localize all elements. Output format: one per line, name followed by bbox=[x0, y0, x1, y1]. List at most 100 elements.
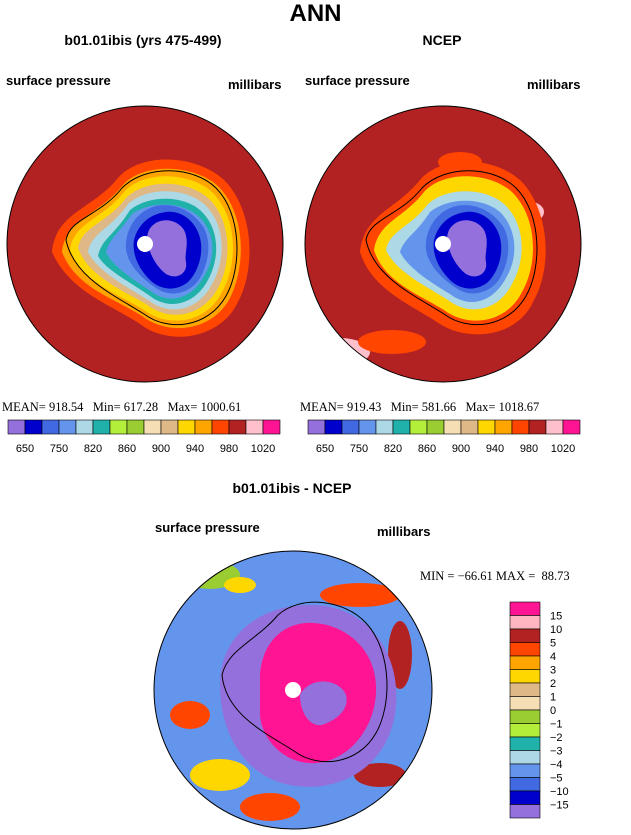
mean-label: MEAN= bbox=[300, 400, 344, 414]
colorbar-swatch bbox=[511, 419, 530, 435]
colorbar-tick-label: 2 bbox=[550, 678, 556, 690]
pole-marker bbox=[137, 236, 153, 252]
colorbar-swatch bbox=[262, 419, 281, 435]
diff-patch bbox=[354, 763, 406, 787]
colorbar-tick-label: 820 bbox=[384, 443, 402, 455]
colorbar-swatch bbox=[509, 804, 541, 819]
colorbar-tick-label: 1020 bbox=[251, 443, 275, 455]
colorbar-tick-label: 900 bbox=[152, 443, 170, 455]
colorbar-swatch bbox=[509, 696, 541, 711]
pressure-patch-980 bbox=[358, 330, 426, 354]
colorbar-tick-label: −4 bbox=[550, 759, 563, 771]
colorbar-swatch bbox=[375, 419, 394, 435]
colorbar-swatch bbox=[177, 419, 196, 435]
colorbar-swatch bbox=[509, 669, 541, 684]
colorbar-tick-label: 10 bbox=[550, 624, 562, 636]
diff-patch bbox=[240, 793, 300, 821]
colorbar-tick-label: 900 bbox=[452, 443, 470, 455]
colorbar-tick-label: 860 bbox=[418, 443, 436, 455]
panel-1-polar-map bbox=[6, 105, 284, 383]
max-value: 1018.67 bbox=[498, 400, 540, 414]
diff-patch bbox=[388, 621, 412, 689]
colorbar-swatch bbox=[509, 790, 541, 805]
colorbar-tick-label: 940 bbox=[486, 443, 504, 455]
panel-1-title: b01.01ibis (yrs 475-499) bbox=[64, 32, 222, 48]
colorbar-swatch bbox=[392, 419, 411, 435]
panel-1-field-label: surface pressure bbox=[6, 73, 111, 88]
diff-polar-map bbox=[153, 550, 433, 830]
colorbar-tick-label: −1 bbox=[550, 719, 563, 731]
colorbar-swatch bbox=[509, 723, 541, 738]
diff-patch bbox=[170, 701, 210, 729]
colorbar-swatch bbox=[509, 655, 541, 670]
colorbar-tick-label: −2 bbox=[550, 732, 563, 744]
colorbar-tick-label: 980 bbox=[520, 443, 538, 455]
colorbar-swatch bbox=[545, 419, 564, 435]
mean-value: 918.54 bbox=[48, 400, 84, 414]
page-title: ANN bbox=[289, 0, 342, 27]
colorbar-swatch bbox=[562, 419, 581, 435]
diff-patch bbox=[224, 577, 256, 593]
diff-field-label: surface pressure bbox=[155, 520, 260, 535]
colorbar-swatch bbox=[92, 419, 111, 435]
map-boundary bbox=[6, 105, 284, 383]
max-label: MAX = bbox=[495, 569, 536, 583]
colorbar-swatch bbox=[160, 419, 179, 435]
diff-stats: MIN = −66.61 MAX = 88.73 bbox=[420, 569, 570, 584]
colorbar-tick-label: 0 bbox=[550, 705, 556, 717]
min-value: −66.61 bbox=[457, 569, 493, 583]
colorbar-swatch bbox=[509, 682, 541, 697]
colorbar-tick-label: −15 bbox=[550, 800, 569, 812]
diff-units-label: millibars bbox=[377, 524, 431, 539]
panel-2-stats: MEAN= 919.43 Min= 581.66 Max= 1018.67 bbox=[300, 400, 539, 415]
colorbar-swatch bbox=[126, 419, 145, 435]
colorbar-tick-label: −10 bbox=[550, 786, 569, 798]
coastline bbox=[365, 170, 538, 326]
colorbar-tick-label: 4 bbox=[550, 651, 556, 663]
colorbar-tick-label: 15 bbox=[550, 611, 562, 623]
colorbar-swatch bbox=[75, 419, 94, 435]
pole-marker bbox=[435, 236, 451, 252]
colorbar-swatch bbox=[7, 419, 26, 435]
panel-2-units-label: millibars bbox=[527, 77, 581, 92]
diff-patch bbox=[190, 759, 250, 791]
colorbar-tick-label: 860 bbox=[118, 443, 136, 455]
colorbar-tick-label: 3 bbox=[550, 665, 556, 677]
colorbar-tick-label: 820 bbox=[84, 443, 102, 455]
colorbar-swatch bbox=[443, 419, 462, 435]
diff-band-minus15 bbox=[300, 681, 347, 726]
colorbar-swatch bbox=[228, 419, 247, 435]
colorbar-swatch bbox=[477, 419, 496, 435]
colorbar-swatch bbox=[41, 419, 60, 435]
colorbar-tick-label: 1020 bbox=[551, 443, 575, 455]
min-value: 581.66 bbox=[421, 400, 457, 414]
colorbar-tick-label: 980 bbox=[220, 443, 238, 455]
colorbar-swatch bbox=[509, 601, 541, 616]
colorbar-swatch bbox=[358, 419, 377, 435]
panel-2-title: NCEP bbox=[422, 32, 462, 48]
colorbar-tick-label: −3 bbox=[550, 746, 563, 758]
colorbar-swatch bbox=[143, 419, 162, 435]
colorbar-swatch bbox=[509, 750, 541, 765]
colorbar-tick-label: 750 bbox=[350, 443, 368, 455]
max-value: 88.73 bbox=[541, 569, 570, 583]
colorbar-swatch bbox=[341, 419, 360, 435]
colorbar-swatch bbox=[324, 419, 343, 435]
colorbar-tick-label: −5 bbox=[550, 773, 563, 785]
panel-1-stats: MEAN= 918.54 Min= 617.28 Max= 1000.61 bbox=[2, 400, 241, 415]
colorbar-tick-label: 940 bbox=[186, 443, 204, 455]
colorbar-tick-label: 750 bbox=[50, 443, 68, 455]
colorbar-swatch bbox=[509, 628, 541, 643]
min-label: MIN = bbox=[420, 569, 455, 583]
diff-patch bbox=[320, 583, 400, 607]
mean-value: 919.43 bbox=[346, 400, 382, 414]
colorbar-swatch bbox=[307, 419, 326, 435]
colorbar-tick-label: 5 bbox=[550, 638, 556, 650]
colorbar-swatch bbox=[528, 419, 547, 435]
colorbar-tick-label: 1 bbox=[550, 692, 556, 704]
pole-marker bbox=[285, 682, 301, 698]
colorbar-swatch bbox=[211, 419, 230, 435]
panel-2-colorbar: 650 750 820 860 900 940 980 1020 bbox=[307, 419, 581, 455]
pressure-band-650 bbox=[447, 220, 487, 277]
